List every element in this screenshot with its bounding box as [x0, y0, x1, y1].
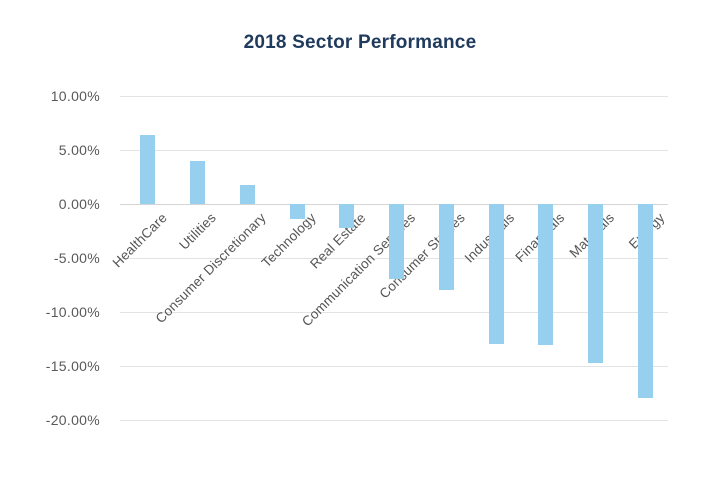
category-label-healthcare: HealthCare	[109, 210, 170, 271]
gridline	[120, 149, 668, 151]
bar-consumer-staples	[438, 204, 454, 291]
gridline	[120, 95, 668, 97]
bar-materials	[588, 204, 604, 363]
gridline	[120, 365, 668, 367]
y-tick-label: 10.00%	[50, 88, 100, 104]
bar-financials	[538, 204, 554, 346]
gridline	[120, 311, 668, 313]
y-tick-label: -5.00%	[53, 250, 100, 266]
y-tick-label: -20.00%	[45, 412, 100, 428]
category-label-utilities: Utilities	[176, 210, 220, 253]
bar-healthcare	[140, 134, 156, 204]
y-tick-label: 5.00%	[58, 142, 100, 158]
gridline	[120, 419, 668, 421]
bar-real-estate	[339, 204, 355, 228]
y-tick-label: -15.00%	[45, 358, 100, 374]
bar-industrials	[488, 204, 504, 345]
chart-title: 2018 Sector Performance	[243, 32, 477, 53]
bar-energy	[638, 204, 653, 399]
bar-consumer-discretionary	[239, 184, 255, 204]
bar-technology	[289, 204, 305, 220]
bar-communication-services	[389, 204, 405, 279]
bar-utilities	[190, 160, 206, 204]
y-tick-label: -10.00%	[45, 304, 100, 320]
y-tick-label: 0.00%	[58, 196, 100, 212]
